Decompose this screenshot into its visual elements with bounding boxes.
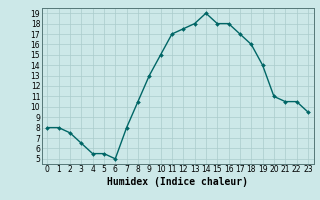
X-axis label: Humidex (Indice chaleur): Humidex (Indice chaleur) [107, 177, 248, 187]
